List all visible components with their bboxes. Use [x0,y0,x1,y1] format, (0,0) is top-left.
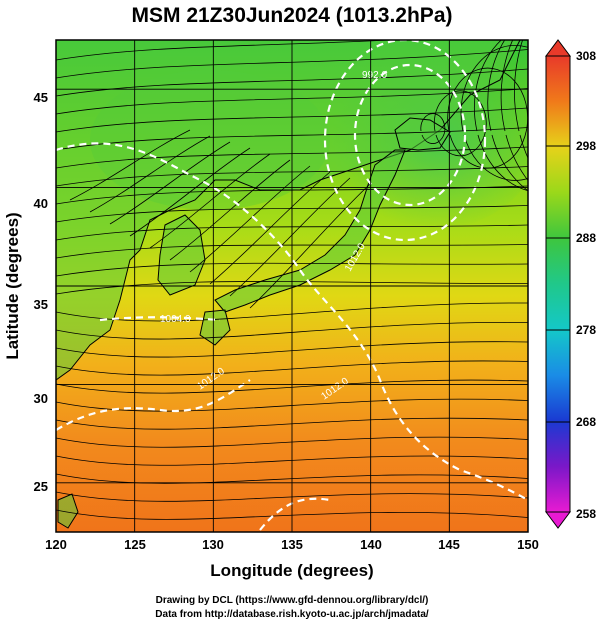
latitude-axis: 25 30 35 40 45 [34,90,48,494]
honshu-island [214,149,406,313]
streamline-21 [56,436,528,448]
isobar-south [259,497,331,531]
streamline-19 [56,398,528,412]
streamline-0 [56,40,398,61]
lon-tick-125: 125 [124,537,146,552]
x-axis-label: Longitude (degrees) [210,561,373,580]
credit-drawing: Drawing by DCL (https://www.gfd-dennou.o… [156,595,429,606]
lon-tick-130: 130 [202,537,224,552]
streamline-9 [56,205,528,223]
streamline-27 [433,90,487,157]
isobar-1012-west [56,379,251,431]
colorbar-bottom-arrow [545,511,571,529]
lat-tick-30: 30 [34,391,48,406]
streamline-17 [56,360,528,376]
lat-tick-25: 25 [34,479,48,494]
hokkaido-island [394,117,451,151]
streamline-14 [56,302,528,322]
y-axis-label: Latitude (degrees) [3,212,22,359]
streamline-12 [56,262,528,277]
streamline-43 [249,183,371,309]
graticule [56,40,528,532]
streamline-30 [473,40,528,192]
streamline-28 [447,67,528,169]
colorbar-scale [545,55,571,513]
colorbar-top-arrow [545,39,571,57]
lat-tick-35: 35 [34,297,48,312]
streamline-39 [169,159,291,261]
streamline-37 [129,147,251,237]
colorbar-tick-268: 268 [576,415,596,429]
map-plot-area: 992.0 1004.0 1012.0 1012.0 1012.0 [56,40,528,532]
lon-tick-140: 140 [360,537,382,552]
isobar-contours [56,40,528,531]
lon-tick-135: 135 [281,537,303,552]
map-title: MSM 21Z30Jun2024 (1013.2hPa) [132,4,453,27]
streamline-36 [109,141,231,225]
taiwan-island [57,493,79,529]
lat-tick-45: 45 [34,90,48,105]
streamline-6 [56,146,528,169]
streamline-13 [56,281,528,295]
isobar-1012-line [56,142,528,501]
lat-tick-40: 40 [34,196,48,211]
lon-tick-150: 150 [517,537,539,552]
streamline-34 [69,129,191,201]
isobar-label-2: 1004.0 [160,314,191,325]
streamline-35 [89,135,211,213]
streamline-4 [56,107,528,133]
streamline-8 [56,185,528,205]
streamline-23 [56,473,528,484]
colorbar-tick-278: 278 [576,323,596,337]
colorbar-tick-298: 298 [576,139,596,153]
streamline-29 [460,45,528,181]
streamline-26 [420,113,446,144]
colorbar-tick-258: 258 [576,507,596,521]
isobar-1004-line [99,316,221,322]
lon-tick-120: 120 [45,537,67,552]
streamline-18 [56,379,528,394]
streamline-24 [56,491,528,502]
streamline-22 [56,455,528,466]
plot-frame [55,39,529,533]
lon-tick-145: 145 [438,537,460,552]
streamline-16 [56,341,528,358]
streamline-20 [56,417,528,430]
longitude-axis: 120 125 130 135 140 145 150 [45,537,539,552]
streamline-38 [149,153,271,249]
streamline-41 [209,171,331,285]
isobar-low-center [353,63,467,207]
streamline-15 [56,321,528,340]
credit-data: Data from http://database.rish.kyoto-u.a… [155,609,429,620]
coastlines [56,40,521,529]
streamline-11 [56,244,528,259]
streamline-40 [189,165,311,273]
isobar-low-outer [323,40,487,242]
colorbar-tick-288: 288 [576,231,596,245]
streamline-7 [56,166,528,187]
colorbar: 308 298 288 278 268 258 [545,39,596,529]
korean-peninsula [157,214,206,296]
colorbar-tick-308: 308 [576,49,596,63]
streamline-25 [56,509,528,520]
streamline-3 [56,88,528,115]
isobar-label-1: 992.0 [362,70,387,81]
